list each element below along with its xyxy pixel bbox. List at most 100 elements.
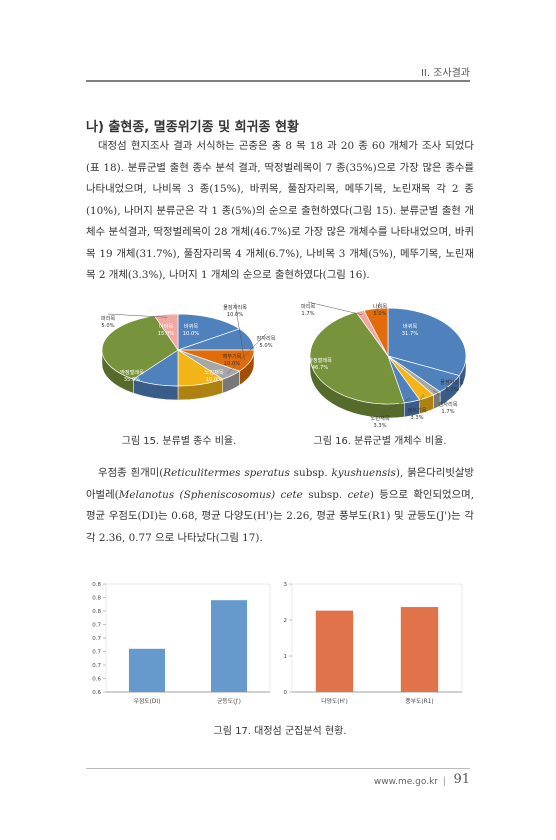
bar-chart-diversity-richness: 0 1 2 3 다양도(H') 풍부도(R1) — [284, 582, 463, 705]
svg-text:나비목: 나비목 — [373, 302, 388, 310]
fig17a-bar-우점도(DI) — [128, 648, 166, 692]
fig17b-ytick: 3 — [284, 582, 288, 588]
species-name-termite: Reticulitermes speratus — [163, 467, 290, 479]
svg-text:5.0%: 5.0% — [259, 343, 272, 349]
fig17a-ytick: 0.6 — [92, 677, 101, 683]
fig16-slice-바퀴목 — [387, 307, 467, 376]
svg-text:5.0%: 5.0% — [373, 311, 386, 317]
svg-text:노린재목: 노린재목 — [370, 414, 389, 422]
bar-chart-dominance-evenness: 0.6 0.6 0.7 0.7 0.7 0.7 0.8 0.8 0.8 우점도(DI) 균등도(J'… — [92, 582, 271, 705]
svg-text:메뚜기목: 메뚜기목 — [407, 406, 426, 414]
section-heading: 나) 출현종, 멸종위기종 및 희귀종 현황 — [86, 120, 299, 135]
fig16-slice-나비목 — [363, 307, 389, 357]
para2-text-3: ), 붉은다리빗살방아벌레( — [86, 467, 474, 501]
svg-text:10.0%: 10.0% — [183, 331, 200, 337]
svg-text:딱정벌레목: 딱정벌레목 — [308, 356, 332, 364]
para2-text-5: ) 등으로 확인되었으며, 평균 우점도(DI)는 0.68, 평균 다양도(H… — [86, 488, 474, 544]
subspecies-name-termite: kyushuensis — [331, 467, 396, 479]
fig15-slice-딱정벌레목 — [101, 315, 179, 380]
svg-text:바퀴목: 바퀴목 — [184, 322, 199, 330]
svg-text:풀잠자리목: 풀잠자리목 — [440, 378, 464, 386]
para2-text-2: subsp. — [289, 467, 332, 479]
header-rule — [86, 80, 470, 82]
svg-text:3.3%: 3.3% — [410, 415, 423, 421]
svg-text:노린재목: 노린재목 — [204, 368, 223, 376]
subspecies-name-click-beetle: cete — [347, 488, 370, 501]
svg-text:딱정벌레목: 딱정벌레목 — [120, 368, 144, 376]
svg-text:파리목: 파리목 — [301, 302, 316, 310]
fig15-depth — [101, 349, 255, 401]
fig17b-ytick: 1 — [284, 654, 288, 660]
fig17a-ytick: 0.7 — [92, 636, 101, 642]
fig17a-bar-균등도(J') — [210, 600, 248, 692]
footer-url: www.me.go.kr — [373, 777, 438, 787]
fig17a-ytick: 0.8 — [92, 609, 101, 615]
fig17a-xtick-균등도(J'): 균등도(J') — [217, 698, 241, 705]
fig17a-ytick: 0.8 — [92, 596, 101, 602]
fig17b-xtick-풍부도(R1): 풍부도(R1) — [405, 698, 433, 705]
fig17a-ytick: 0.6 — [92, 690, 101, 696]
svg-text:35.0%: 35.0% — [124, 377, 141, 383]
svg-text:15.0%: 15.0% — [158, 331, 175, 337]
paragraph-species-occurrence: 대정섬 현지조사 결과 서식하는 곤충은 총 8 목 18 과 20 종 60 … — [86, 140, 474, 281]
fig17b-xtick-다양도(H'): 다양도(H') — [321, 697, 347, 705]
footer-separator: | — [442, 776, 446, 787]
footer-rule — [86, 768, 470, 769]
svg-text:31.7%: 31.7% — [402, 331, 419, 337]
svg-text:잠자리목: 잠자리목 — [438, 400, 457, 408]
svg-text:10.0%: 10.0% — [227, 312, 244, 318]
fig17a-xtick-우점도(DI): 우점도(DI) — [134, 698, 161, 705]
fig17a-ytick: 0.7 — [92, 650, 101, 656]
svg-text:10.0%: 10.0% — [206, 377, 223, 383]
svg-text:잠자리목: 잠자리목 — [256, 334, 275, 342]
fig17b-ytick: 0 — [284, 690, 288, 696]
running-header: II. 조사결과 — [420, 68, 470, 79]
svg-text:풀잠자리목: 풀잠자리목 — [223, 303, 247, 311]
svg-text:10.0%: 10.0% — [224, 361, 241, 367]
species-name-click-beetle: Melanotus (Spheniscosomus) cete — [118, 488, 303, 501]
fig17b-ytick: 2 — [284, 618, 288, 624]
svg-text:6.7%: 6.7% — [445, 387, 458, 393]
figure15-caption: 그림 15. 분류별 종수 비율. — [121, 436, 237, 447]
svg-text:1.7%: 1.7% — [441, 409, 454, 415]
svg-text:파리목: 파리목 — [101, 314, 116, 322]
svg-text:5.0%: 5.0% — [101, 323, 114, 329]
fig15-slice-파리목 — [153, 313, 179, 352]
figure16-caption: 그림 16. 분류군별 개체수 비율. — [313, 436, 447, 447]
fig17a-ytick: 0.7 — [92, 663, 101, 669]
fig17b-bar-풍부도(R1) — [400, 607, 439, 692]
paragraph-dominant-species: 우점종 흰개미(Reticulitermes speratus subsp. k… — [86, 463, 474, 549]
svg-text:1.7%: 1.7% — [301, 311, 314, 317]
figure17-caption: 그림 17. 대정섬 군집분석 현황. — [213, 726, 347, 737]
para2-text-4: subsp. — [302, 488, 348, 501]
svg-text:3.3%: 3.3% — [373, 423, 386, 429]
fig16-slice-딱정벌레목 — [309, 311, 405, 405]
fig17b-bar-다양도(H') — [315, 610, 354, 692]
para2-text-1: 우점종 흰개미( — [98, 467, 164, 479]
svg-text:메뚜기목: 메뚜기목 — [222, 352, 241, 360]
svg-text:바퀴목: 바퀴목 — [403, 322, 418, 330]
fig15-slice-나비목 — [177, 313, 241, 351]
svg-text:46.7%: 46.7% — [312, 365, 329, 371]
svg-text:나비목: 나비목 — [159, 322, 174, 330]
fig17a-ytick: 0.7 — [92, 623, 101, 629]
pie-chart-individual-ratio: 바퀴목31.7%풀잠자리목6.7%잠자리목1.7%메뚜기목3.3%노린재목3.3… — [301, 301, 467, 429]
fig17a-ytick: 0.8 — [92, 582, 101, 588]
pie-chart-species-ratio: 나비목15.0%바퀴목10.0%풀잠자리목10.0%잠자리목5.0%메뚜기목10… — [101, 302, 276, 401]
